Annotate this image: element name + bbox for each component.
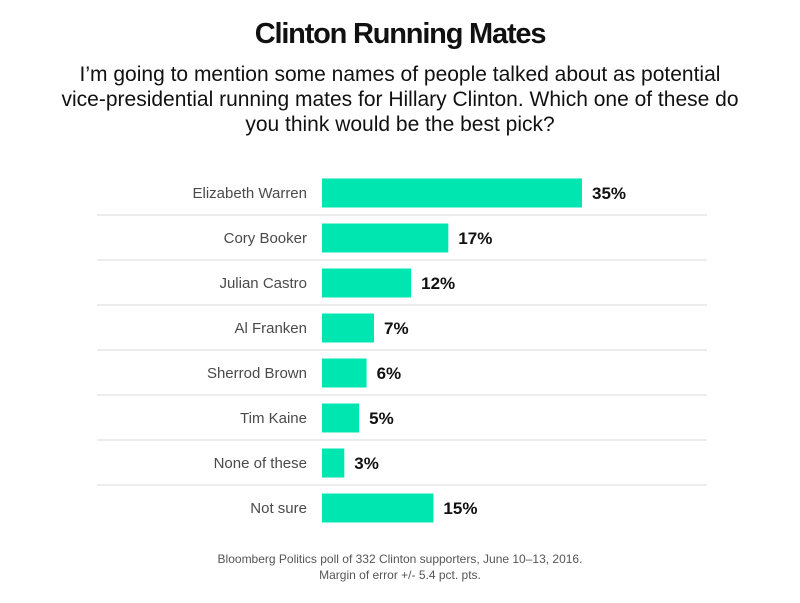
value-label: 7% xyxy=(384,319,409,338)
bar xyxy=(322,448,345,478)
category-label: Julian Castro xyxy=(219,275,307,292)
bar xyxy=(322,403,360,433)
category-label: None of these xyxy=(214,455,307,472)
category-label: Cory Booker xyxy=(224,230,307,247)
value-label: 35% xyxy=(592,184,626,203)
value-label: 12% xyxy=(421,274,455,293)
source-line: Bloomberg Politics poll of 332 Clinton s… xyxy=(217,552,583,566)
chart-source-note: Bloomberg Politics poll of 332 Clinton s… xyxy=(0,551,800,583)
chart-subtitle: I’m going to mention some names of peopl… xyxy=(61,63,739,136)
category-label: Sherrod Brown xyxy=(207,365,307,382)
chart-title: Clinton Running Mates xyxy=(254,18,547,50)
value-label: 15% xyxy=(443,499,477,518)
value-label: 6% xyxy=(377,364,402,383)
bar xyxy=(322,268,412,298)
value-label: 3% xyxy=(354,454,379,473)
category-label: Elizabeth Warren xyxy=(193,185,308,202)
category-label: Al Franken xyxy=(234,320,307,337)
value-label: 5% xyxy=(369,409,394,428)
value-label: 17% xyxy=(458,229,492,248)
bar xyxy=(322,223,449,253)
bar xyxy=(322,313,374,343)
category-label: Tim Kaine xyxy=(240,410,307,427)
bar xyxy=(322,493,434,523)
margin-of-error-line: Margin of error +/- 5.4 pct. pts. xyxy=(319,568,481,582)
category-label: Not sure xyxy=(250,500,307,517)
bar xyxy=(322,358,367,388)
bar xyxy=(322,178,582,208)
